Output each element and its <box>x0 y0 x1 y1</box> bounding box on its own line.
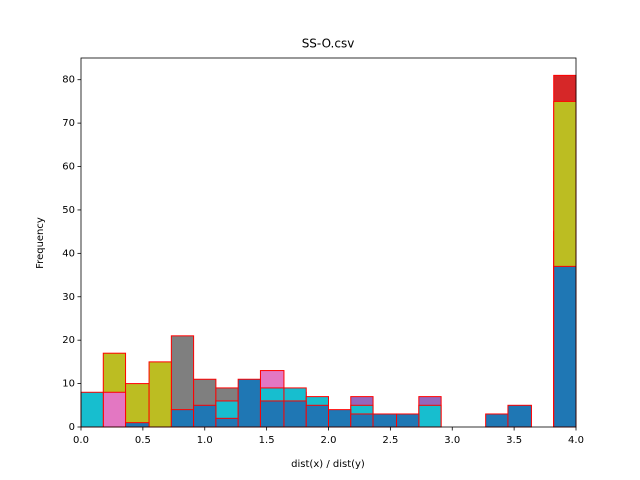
histogram-bar <box>148 361 172 428</box>
histogram-bar <box>215 417 239 428</box>
histogram-bar <box>396 413 420 428</box>
histogram-bar <box>125 422 150 428</box>
histogram-bar <box>372 413 398 428</box>
histogram-bar <box>125 383 150 428</box>
x-tick-label: 0.0 <box>73 435 89 446</box>
histogram-bar <box>102 391 127 428</box>
y-tick-label: 80 <box>62 75 75 86</box>
y-axis-label: Frequency <box>35 217 46 269</box>
y-tick-label: 10 <box>62 379 75 390</box>
y-tick-label: 70 <box>62 118 75 129</box>
histogram-bar <box>193 404 217 428</box>
histogram-bar <box>418 404 442 428</box>
x-tick-label: 1.5 <box>259 435 275 446</box>
histogram-bar <box>553 265 577 428</box>
x-tick-label: 3.0 <box>444 435 460 446</box>
y-tick-label: 20 <box>62 335 75 346</box>
x-tick-label: 2.5 <box>382 435 398 446</box>
histogram-bar <box>170 409 195 428</box>
histogram-bar <box>80 391 104 428</box>
y-tick-label: 0 <box>69 422 75 433</box>
x-tick-label: 1.0 <box>197 435 213 446</box>
histogram-bar <box>507 404 532 428</box>
y-tick-label: 60 <box>62 162 75 173</box>
y-tick-label: 40 <box>62 248 75 259</box>
histogram-bar <box>305 404 330 428</box>
x-tick-label: 3.5 <box>506 435 522 446</box>
histogram-bar <box>485 413 509 428</box>
x-axis-label: dist(x) / dist(y) <box>291 459 365 470</box>
histogram-bar <box>328 409 352 428</box>
y-tick-label: 30 <box>62 292 75 303</box>
x-tick-label: 0.5 <box>135 435 151 446</box>
histogram-bar <box>259 400 285 428</box>
histogram-bar <box>283 400 307 428</box>
x-tick-label: 2.0 <box>321 435 337 446</box>
x-tick-label: 4.0 <box>568 435 584 446</box>
chart-title: SS-O.csv <box>302 37 355 51</box>
y-tick-label: 50 <box>62 205 75 216</box>
histogram-bar <box>237 378 261 428</box>
histogram-bar <box>350 413 374 428</box>
